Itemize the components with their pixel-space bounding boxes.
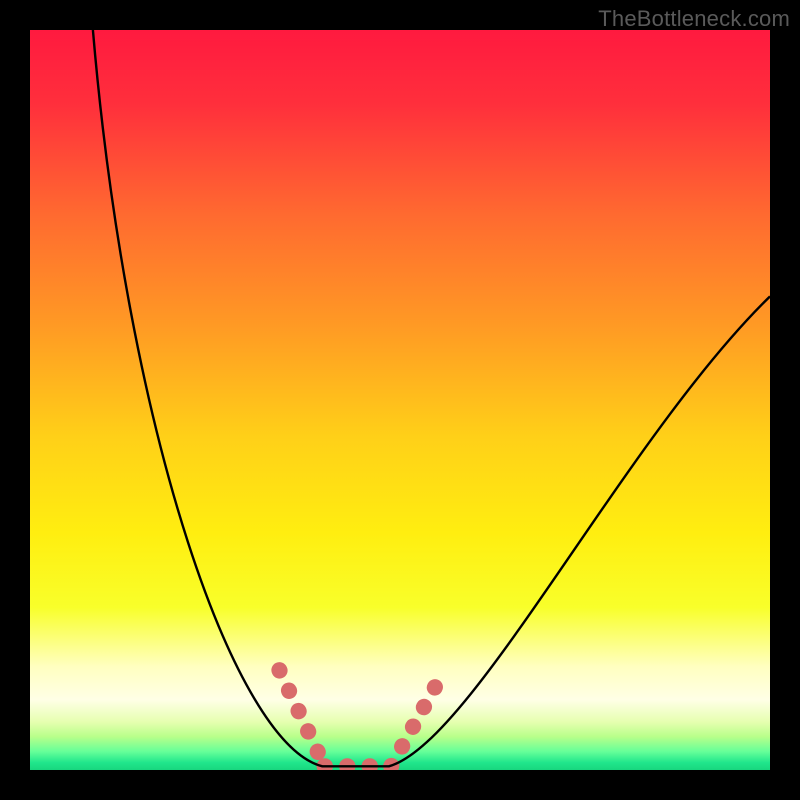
chart-container: TheBottleneck.com (0, 0, 800, 800)
bottleneck-curve (30, 30, 770, 770)
plot-area (30, 30, 770, 770)
watermark-text: TheBottleneck.com (598, 6, 790, 32)
v-curve (93, 30, 770, 766)
highlight-band (279, 670, 444, 766)
